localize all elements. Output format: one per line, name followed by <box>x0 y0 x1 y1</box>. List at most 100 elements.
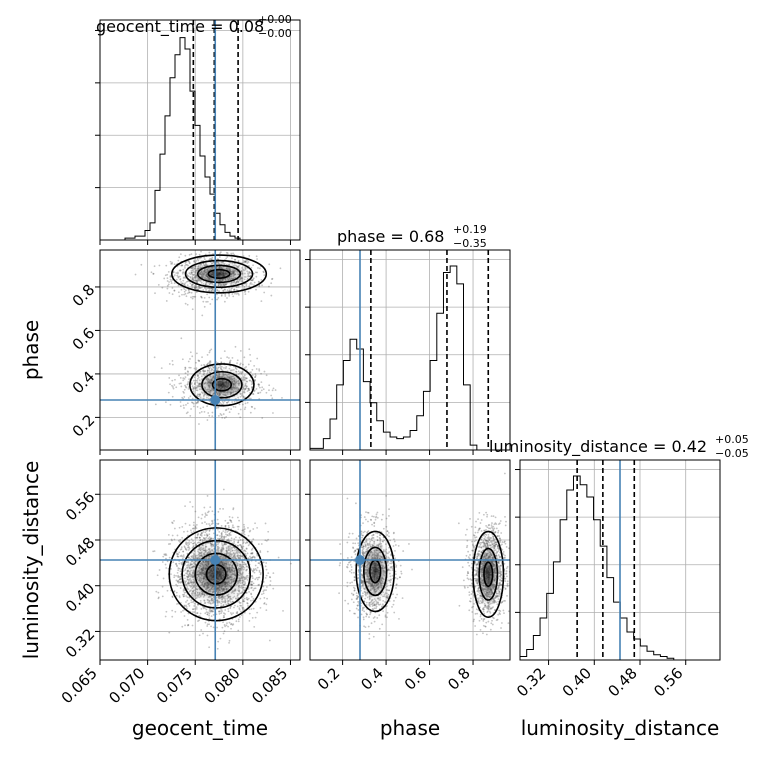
sample-point <box>258 267 261 270</box>
sample-point <box>221 416 224 419</box>
sample-point <box>166 589 169 592</box>
sample-point <box>172 561 175 564</box>
sample-point <box>215 407 218 409</box>
sample-point <box>201 314 204 317</box>
sample-point <box>241 547 244 550</box>
sample-point <box>150 271 153 274</box>
sample-point <box>220 532 223 535</box>
sample-point <box>177 291 180 294</box>
sample-point <box>200 534 203 537</box>
sample-point <box>262 271 265 274</box>
sample-point <box>221 626 224 629</box>
sample-point <box>219 251 222 254</box>
sample-point <box>187 260 190 263</box>
sample-point <box>179 277 182 280</box>
sample-point <box>206 613 209 616</box>
sample-point <box>210 610 213 613</box>
sample-point <box>225 251 228 254</box>
sample-point <box>237 259 240 262</box>
sample-point <box>253 389 256 392</box>
sample-point <box>194 295 197 298</box>
sample-point <box>250 608 253 610</box>
sample-point <box>179 541 181 543</box>
sample-point <box>248 590 250 593</box>
sample-point <box>203 363 205 366</box>
sample-point <box>185 280 188 283</box>
sample-point <box>205 536 208 539</box>
sample-point <box>193 286 196 289</box>
sample-point <box>243 530 246 533</box>
sample-point <box>177 276 180 279</box>
sample-point <box>182 277 185 279</box>
sample-point <box>203 256 206 259</box>
sample-point <box>190 383 193 385</box>
sample-point <box>184 547 187 550</box>
x-tick-label: 0.6 <box>401 664 431 694</box>
sample-point <box>254 616 257 619</box>
sample-point <box>257 384 260 387</box>
histogram-step-phase <box>310 265 510 450</box>
sample-point <box>187 624 190 626</box>
sample-point <box>206 405 209 408</box>
sample-point <box>194 525 197 528</box>
sample-point <box>259 563 262 566</box>
sample-point <box>253 571 256 574</box>
sample-point <box>191 297 194 300</box>
sample-point <box>199 612 202 615</box>
sample-point <box>210 610 213 612</box>
sample-point <box>260 300 263 303</box>
sample-point <box>262 585 265 588</box>
sample-point <box>191 401 194 404</box>
sample-point <box>223 536 225 538</box>
sample-point <box>204 243 206 245</box>
contour-line <box>171 254 268 294</box>
sample-point <box>217 297 220 299</box>
sample-point <box>227 610 230 613</box>
sample-point <box>259 606 262 609</box>
sample-point <box>204 531 207 534</box>
y-tick-label: 0.40 <box>62 579 98 615</box>
sample-point <box>180 546 183 549</box>
sample-point <box>192 542 195 545</box>
sample-point <box>195 367 198 370</box>
sample-point <box>220 414 223 416</box>
sample-point <box>227 625 229 628</box>
sample-point <box>185 543 188 546</box>
sample-point <box>244 293 247 296</box>
sample-point <box>251 386 253 389</box>
histogram-step-geocent_time <box>100 37 300 240</box>
sample-point <box>173 263 176 266</box>
sample-point <box>198 253 201 256</box>
sample-point <box>178 567 181 570</box>
sample-point <box>199 615 202 618</box>
contour-phase-vs-luminosity_distance: 0.2 0.4 0.6 0.8 <box>305 459 511 694</box>
sample-point <box>208 612 211 615</box>
sample-point <box>252 607 255 610</box>
sample-point <box>216 534 218 537</box>
sample-point <box>182 550 184 553</box>
sample-point <box>246 552 249 555</box>
sample-point <box>217 258 219 261</box>
y-tick-label: 0.56 <box>62 488 98 524</box>
sample-point <box>226 297 228 299</box>
sample-point <box>201 356 203 359</box>
sample-point <box>198 359 200 362</box>
sample-point <box>268 285 270 288</box>
sample-point <box>181 555 184 558</box>
contour-line <box>207 268 231 279</box>
sample-point <box>243 285 246 288</box>
sample-point <box>174 610 177 613</box>
sample-point <box>177 567 180 570</box>
sample-point <box>171 384 173 387</box>
sample-point <box>246 262 249 264</box>
sample-point <box>181 396 184 399</box>
sample-point <box>255 553 258 555</box>
sample-point <box>241 284 244 287</box>
sample-point <box>249 529 252 532</box>
sample-point <box>177 581 180 584</box>
sample-point <box>184 372 187 375</box>
sample-point <box>171 539 173 542</box>
sample-point <box>217 537 219 540</box>
sample-point <box>257 584 260 586</box>
sample-point <box>237 541 239 544</box>
